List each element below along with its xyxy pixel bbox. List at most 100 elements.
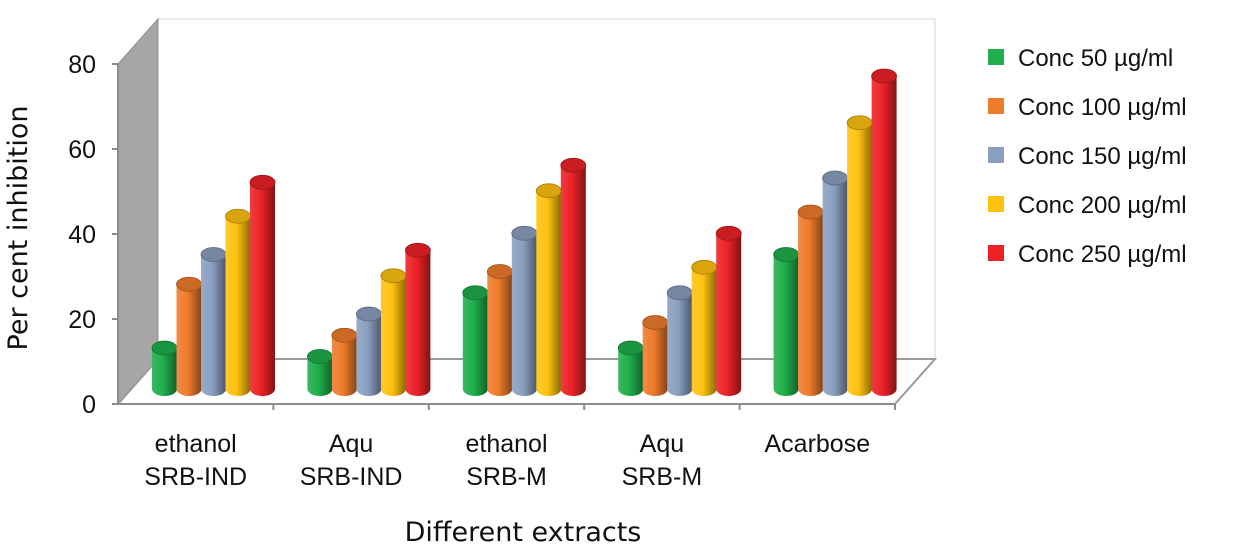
category-label-line: Acarbose <box>764 430 870 458</box>
bar-body <box>487 271 513 396</box>
bar-body <box>307 356 333 396</box>
bar-top <box>666 285 693 301</box>
bars <box>151 68 897 396</box>
bar-body <box>462 292 488 396</box>
bar-top <box>691 259 718 275</box>
bar-top <box>151 340 178 356</box>
bar-body <box>871 76 897 396</box>
bar <box>511 225 538 396</box>
category-label-line: Aqu <box>329 430 373 458</box>
bar-top <box>225 208 251 224</box>
bar-body <box>152 348 177 396</box>
bar-body <box>201 254 226 396</box>
bar-top <box>380 268 407 284</box>
category-label-line: Aqu <box>640 430 684 458</box>
bar-top <box>462 285 489 301</box>
bar-top <box>176 276 202 292</box>
bar-top <box>642 315 669 330</box>
bar <box>176 276 202 396</box>
category-label-line: SRB-IND <box>300 463 403 491</box>
bar <box>666 285 693 396</box>
bar-top <box>822 170 848 186</box>
legend-swatch <box>988 98 1004 114</box>
bar <box>462 285 489 396</box>
category-label-line: ethanol <box>465 430 547 458</box>
bar-body <box>691 267 717 396</box>
category-label-line: ethanol <box>155 430 237 458</box>
bar-top <box>871 68 897 84</box>
y-tick-label: 20 <box>68 306 96 334</box>
bar <box>151 340 178 396</box>
bar <box>691 259 718 396</box>
bar <box>773 247 799 396</box>
legend-swatch <box>988 196 1004 212</box>
category-label: ethanol SRB-M <box>465 430 547 491</box>
bar-body <box>560 165 586 396</box>
bar <box>225 208 251 396</box>
bar <box>642 315 669 396</box>
category-label: Acarbose <box>764 430 870 458</box>
category-label: Aqu SRB-M <box>622 430 703 491</box>
bar <box>404 242 431 396</box>
legend-label: Conc 200 µg/ml <box>1018 192 1187 219</box>
bar-body <box>667 292 693 396</box>
bar-body <box>822 178 848 396</box>
legend-swatch <box>988 49 1004 65</box>
bar-body <box>847 122 873 396</box>
bar <box>249 174 276 396</box>
y-tick-label: 0 <box>82 391 96 419</box>
bar-body <box>356 314 382 396</box>
bar-top <box>486 264 513 279</box>
category-label-line: SRB-M <box>622 463 703 491</box>
legend-label: Conc 100 µg/ml <box>1018 94 1187 121</box>
bar <box>560 157 587 396</box>
legend-swatch <box>988 245 1004 261</box>
bar-top <box>306 349 333 364</box>
category-label-line: SRB-M <box>466 463 547 491</box>
category-label: ethanol SRB-IND <box>144 430 247 491</box>
bar <box>846 115 873 396</box>
bar-body <box>642 322 668 396</box>
bar-body <box>716 233 742 396</box>
y-axis-title: Per cent inhibition <box>3 106 34 351</box>
bar-top <box>511 225 538 241</box>
bar-top <box>797 204 824 220</box>
bar-top <box>535 183 562 199</box>
bar-top <box>617 340 644 356</box>
bar-body <box>536 190 562 396</box>
bar-body <box>798 212 824 396</box>
bar-top <box>249 174 276 190</box>
bar-body <box>773 254 799 396</box>
bar-body <box>618 348 644 396</box>
bar-top <box>200 247 227 262</box>
y-tick-label: 80 <box>68 51 96 79</box>
legend: Conc 50 µg/ml Conc 100 µg/ml Conc 150 µg/m… <box>988 45 1187 268</box>
bar <box>355 306 382 396</box>
bar <box>380 268 407 396</box>
bar-body <box>331 335 357 396</box>
legend-label: Conc 50 µg/ml <box>1018 45 1173 72</box>
bar <box>617 340 644 396</box>
bar-top <box>560 157 587 173</box>
bar-top <box>355 306 382 322</box>
bar <box>200 247 227 396</box>
bar <box>871 68 897 396</box>
bar-body <box>176 284 202 396</box>
bar <box>306 349 333 396</box>
bar-top <box>773 247 799 262</box>
category-labels: ethanol SRB-IND Aqu SRB-IND ethanol SRB-M Aqu S… <box>144 430 870 491</box>
category-label-line: SRB-IND <box>144 463 247 491</box>
y-tick-label: 40 <box>68 221 96 249</box>
x-axis-title: Different extracts <box>405 517 642 545</box>
category-label: Aqu SRB-IND <box>300 430 403 491</box>
bar-top <box>331 327 358 343</box>
bar <box>822 170 848 396</box>
bar <box>535 183 562 396</box>
axes: 0 20 40 60 80 <box>68 51 896 419</box>
bar-top <box>404 242 431 258</box>
bar <box>797 204 824 396</box>
legend-swatch <box>988 147 1004 163</box>
bar-top <box>715 225 742 241</box>
bar-body <box>405 250 431 396</box>
